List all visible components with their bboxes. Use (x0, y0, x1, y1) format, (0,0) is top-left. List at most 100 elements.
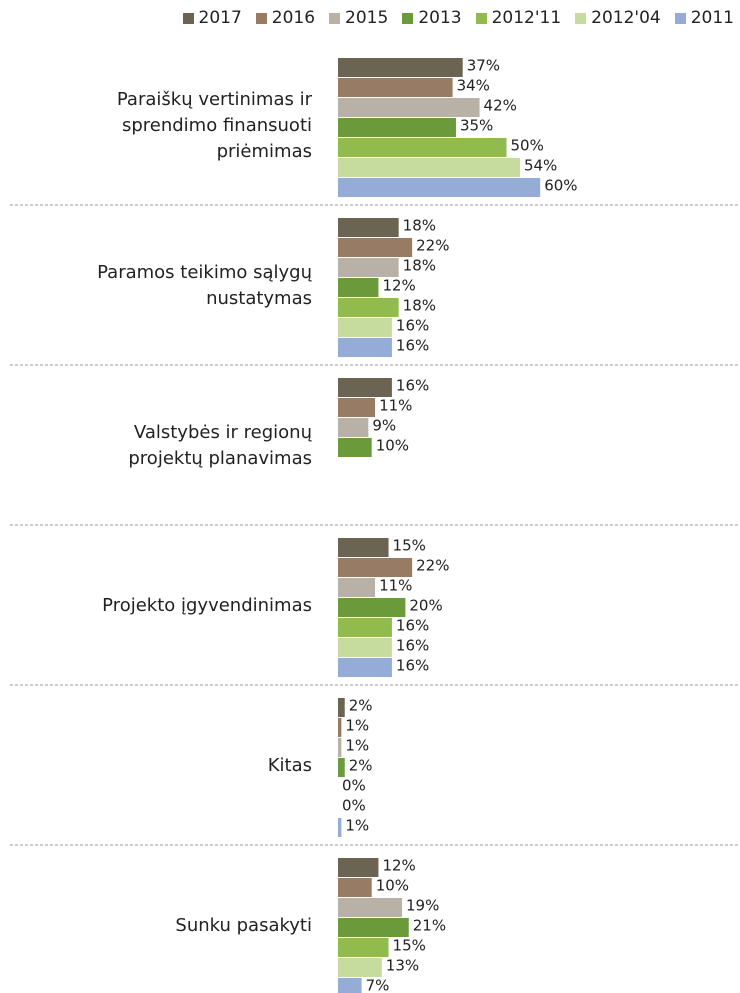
value-label: 50% (511, 137, 544, 155)
value-label: 10% (376, 877, 409, 895)
value-label: 20% (409, 597, 442, 615)
bar (338, 418, 369, 437)
legend-item: 2012'04 (575, 8, 661, 28)
bar (338, 378, 392, 397)
value-label: 1% (345, 737, 369, 755)
bar (338, 598, 406, 617)
value-label: 1% (345, 817, 369, 835)
value-label: 35% (460, 117, 493, 135)
bar (338, 278, 379, 297)
category-label: Sunku pasakyti (175, 915, 312, 936)
value-label: 22% (416, 557, 449, 575)
value-label: 18% (403, 257, 436, 275)
bar (338, 118, 456, 137)
bar (338, 858, 379, 877)
legend-label: 2012'11 (491, 8, 562, 28)
legend-item: 2015 (329, 8, 388, 28)
legend-item: 2016 (255, 8, 316, 28)
legend-item: 2013 (402, 8, 462, 28)
value-label: 15% (393, 937, 426, 955)
value-label: 13% (386, 957, 419, 975)
bar (338, 58, 463, 77)
bar (338, 698, 345, 717)
value-label: 7% (366, 977, 390, 993)
value-label: 34% (457, 77, 490, 95)
value-label: 18% (403, 217, 436, 235)
bar (338, 978, 362, 993)
value-label: 37% (467, 57, 500, 75)
value-label: 16% (396, 657, 429, 675)
bar (338, 818, 342, 837)
bar (338, 78, 453, 97)
value-label: 19% (406, 897, 439, 915)
bar (338, 398, 376, 417)
bar (338, 918, 409, 937)
legend-item: 2017 (182, 8, 242, 28)
bar (338, 938, 389, 957)
legend-label: 2011 (690, 8, 734, 28)
bar (338, 318, 392, 337)
value-label: 2% (349, 697, 373, 715)
legend-item: 2011 (674, 8, 734, 28)
bar (338, 258, 399, 277)
category-label: Paraiškų vertinimas ir sprendimo finansu… (116, 89, 312, 162)
bar (338, 138, 507, 157)
bar (338, 538, 389, 557)
legend-label: 2015 (345, 8, 389, 28)
value-label: 15% (393, 537, 426, 555)
legend-swatch (575, 12, 587, 24)
value-label: 21% (413, 917, 446, 935)
legend-label: 2017 (198, 8, 242, 28)
category-label: Kitas (267, 755, 312, 776)
bar (338, 658, 392, 677)
bar (338, 878, 372, 897)
bar (338, 738, 342, 757)
bar (338, 558, 413, 577)
value-label: 16% (396, 337, 429, 355)
bar (338, 618, 392, 637)
bar (338, 298, 399, 317)
legend-label: 2012'04 (591, 8, 661, 28)
bar (338, 218, 399, 237)
value-label: 22% (416, 237, 449, 255)
bar (338, 758, 345, 777)
value-label: 0% (342, 777, 366, 795)
legend-swatch (475, 12, 487, 24)
bar (338, 178, 541, 197)
value-label: 16% (396, 377, 429, 395)
value-label: 54% (524, 157, 557, 175)
bar (338, 958, 382, 977)
bar (338, 638, 392, 657)
legend-swatch (674, 12, 686, 24)
value-label: 11% (379, 397, 412, 415)
bar (338, 718, 342, 737)
legend-label: 2016 (271, 8, 316, 28)
value-label: 1% (345, 717, 369, 735)
bar (338, 438, 372, 457)
value-label: 42% (484, 97, 517, 115)
legend-swatch (329, 12, 341, 24)
category-label: Projekto įgyvendinimas (102, 595, 312, 616)
value-label: 18% (403, 297, 436, 315)
legend-swatch (255, 12, 267, 24)
category-label: Paramos teikimo sąlygų nustatymas (97, 262, 312, 309)
value-label: 16% (396, 637, 429, 655)
legend: 2017 2016 2015 2013 2012'11 2012'04 2011 (182, 8, 734, 28)
legend-swatch (182, 12, 194, 24)
legend-label: 2013 (418, 8, 462, 28)
legend-swatch (402, 12, 414, 24)
bar (338, 578, 376, 597)
bar (338, 98, 480, 117)
bar (338, 238, 413, 257)
bar (338, 158, 520, 177)
value-label: 16% (396, 617, 429, 635)
value-label: 16% (396, 317, 429, 335)
category-label: Valstybės ir regionų projektų planavimas (128, 422, 312, 469)
value-label: 9% (372, 417, 396, 435)
value-label: 10% (376, 437, 409, 455)
bar (338, 898, 403, 917)
value-label: 12% (382, 277, 415, 295)
value-label: 12% (382, 857, 415, 875)
